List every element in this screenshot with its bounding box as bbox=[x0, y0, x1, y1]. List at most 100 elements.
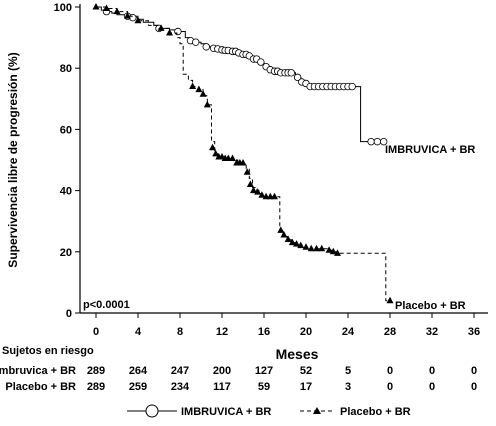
risk-value-placebo: 17 bbox=[300, 381, 312, 393]
censor-mark-placebo bbox=[288, 238, 296, 246]
censor-mark-placebo bbox=[103, 4, 110, 12]
censor-mark-placebo bbox=[212, 149, 220, 157]
censor-mark-placebo bbox=[166, 29, 173, 36]
censor-mark-placebo bbox=[113, 7, 121, 15]
risk-value-placebo: 289 bbox=[87, 381, 105, 393]
censor-mark-placebo bbox=[334, 249, 341, 256]
censor-mark-placebo bbox=[277, 226, 285, 233]
p-value-annotation: p<0.0001 bbox=[83, 299, 130, 311]
series-line-imbruvica bbox=[96, 6, 385, 143]
risk-value-placebo: 259 bbox=[129, 381, 147, 393]
x-tick-label: 36 bbox=[468, 326, 480, 338]
censor-mark-placebo bbox=[284, 235, 292, 243]
censor-mark-placebo bbox=[199, 90, 207, 97]
censor-mark-placebo bbox=[195, 85, 203, 93]
legend-marker-placebo bbox=[313, 407, 321, 414]
censor-mark-placebo bbox=[124, 12, 131, 19]
series-layer bbox=[92, 3, 394, 304]
legend: IMBRUVICA + BR Placebo + BR bbox=[127, 404, 411, 418]
x-tick-label: 4 bbox=[135, 326, 142, 338]
censor-mark-imbruvica bbox=[202, 43, 210, 51]
censor-mark-placebo bbox=[293, 240, 301, 247]
censor-mark-placebo bbox=[297, 241, 305, 249]
risk-table-title: Sujetos en riesgo bbox=[2, 345, 94, 357]
series-label-placebo: Placebo + BR bbox=[395, 300, 466, 312]
risk-row-label-placebo: Placebo + BR bbox=[5, 381, 76, 393]
x-ticks: 0 4 8 12 16 20 24 28 32 36 bbox=[93, 313, 480, 338]
censor-mark-placebo bbox=[239, 159, 247, 166]
censor-mark-placebo bbox=[318, 244, 326, 252]
risk-value-imbruvica: 127 bbox=[255, 365, 273, 377]
censor-mark-placebo bbox=[134, 16, 142, 24]
censor-mark-placebo bbox=[302, 243, 310, 250]
censor-mark-placebo bbox=[280, 230, 288, 238]
censor-mark-placebo bbox=[243, 168, 251, 175]
series-imbruvica bbox=[96, 6, 388, 146]
series-label-imbruvica: IMBRUVICA + BR bbox=[385, 144, 475, 156]
risk-value-imbruvica: 200 bbox=[213, 365, 231, 377]
y-tick-label: 60 bbox=[60, 124, 72, 136]
risk-value-imbruvica: 247 bbox=[171, 365, 189, 377]
axes bbox=[79, 4, 488, 314]
risk-value-placebo: 0 bbox=[387, 381, 393, 393]
risk-value-imbruvica: 5 bbox=[345, 365, 351, 377]
risk-value-placebo: 0 bbox=[429, 381, 435, 393]
legend-marker-imbruvica bbox=[145, 404, 159, 418]
censor-mark-placebo bbox=[386, 296, 394, 304]
censor-mark-placebo bbox=[250, 186, 257, 194]
x-tick-label: 24 bbox=[342, 326, 355, 338]
censor-mark-placebo bbox=[307, 244, 315, 252]
x-tick-label: 20 bbox=[300, 326, 312, 338]
y-axis-title: Supervivencia libre de progresión (%) bbox=[6, 52, 20, 267]
x-tick-label: 32 bbox=[426, 326, 438, 338]
x-tick-label: 0 bbox=[93, 326, 99, 338]
censor-mark-placebo bbox=[313, 244, 320, 252]
risk-table: Sujetos en riesgo Imbruvica + BR Placebo… bbox=[0, 345, 477, 393]
censor-mark-placebo bbox=[246, 180, 254, 187]
censor-mark-imbruvica bbox=[174, 27, 182, 36]
censor-mark-placebo bbox=[325, 246, 333, 253]
censor-mark-imbruvica bbox=[348, 82, 356, 91]
risk-value-imbruvica: 52 bbox=[300, 365, 312, 377]
censor-mark-placebo bbox=[254, 188, 262, 195]
censor-mark-placebo bbox=[203, 100, 211, 108]
risk-value-imbruvica: 0 bbox=[471, 365, 477, 377]
series-placebo bbox=[92, 3, 394, 304]
censor-mark-imbruvica bbox=[192, 38, 200, 46]
x-axis-title: Meses bbox=[276, 346, 319, 362]
risk-value-imbruvica: 264 bbox=[129, 365, 148, 377]
censor-mark-imbruvica bbox=[293, 73, 302, 82]
x-tick-label: 28 bbox=[384, 326, 396, 338]
censor-mark-placebo bbox=[209, 143, 217, 151]
censor-mark-placebo bbox=[329, 247, 337, 255]
y-tick-label: 20 bbox=[60, 247, 72, 259]
y-tick-label: 80 bbox=[60, 63, 72, 75]
risk-value-placebo: 3 bbox=[345, 381, 351, 393]
risk-value-imbruvica: 0 bbox=[429, 365, 435, 377]
censor-mark-placebo bbox=[229, 154, 236, 161]
risk-value-placebo: 59 bbox=[258, 381, 270, 393]
x-tick-label: 8 bbox=[177, 326, 183, 338]
risk-value-imbruvica: 289 bbox=[87, 365, 105, 377]
x-tick-label: 12 bbox=[216, 326, 228, 338]
risk-value-placebo: 234 bbox=[171, 381, 190, 393]
censor-mark-placebo bbox=[258, 191, 266, 198]
censor-mark-imbruvica bbox=[380, 137, 388, 146]
legend-label-imbruvica: IMBRUVICA + BR bbox=[181, 406, 271, 418]
risk-values: 289 264 247 200 127 52 5 0 0 0 289 259 234 117 59 17 3 0 0… bbox=[87, 365, 477, 393]
censor-mark-placebo bbox=[271, 192, 278, 200]
censor-mark-imbruvica bbox=[257, 58, 265, 66]
risk-value-placebo: 117 bbox=[213, 381, 231, 393]
y-ticks: 0 20 40 60 80 100 bbox=[54, 2, 80, 320]
censor-mark-placebo bbox=[92, 3, 100, 10]
y-tick-label: 100 bbox=[54, 2, 72, 14]
censor-mark-imbruvica bbox=[287, 69, 295, 77]
risk-row-label-imbruvica: Imbruvica + BR bbox=[0, 365, 76, 377]
y-tick-label: 40 bbox=[60, 186, 72, 198]
x-tick-label: 16 bbox=[258, 326, 270, 338]
censor-mark-imbruvica bbox=[373, 137, 382, 146]
censor-mark-placebo bbox=[157, 24, 165, 31]
censor-mark-placebo bbox=[189, 82, 197, 90]
risk-value-placebo: 0 bbox=[471, 381, 477, 393]
